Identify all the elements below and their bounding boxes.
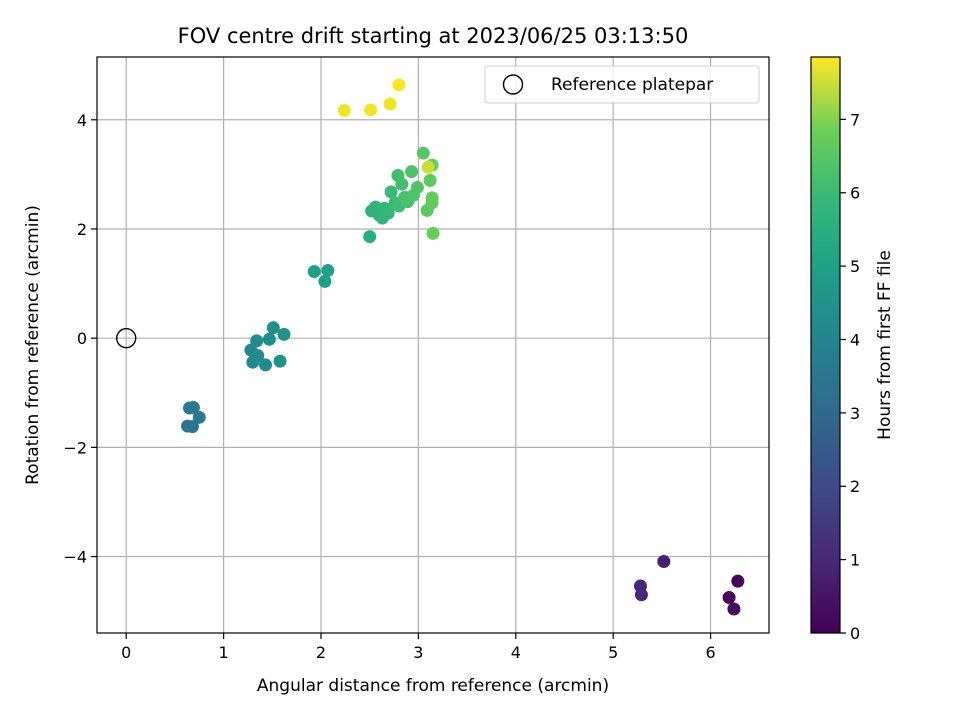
x-tick-label: 6 bbox=[705, 643, 715, 662]
colorbar-frame bbox=[810, 56, 841, 634]
data-point bbox=[384, 185, 398, 199]
data-point bbox=[634, 588, 648, 602]
data-point bbox=[381, 206, 395, 220]
data-point bbox=[277, 327, 291, 341]
data-point bbox=[250, 334, 264, 348]
data-point bbox=[318, 274, 332, 288]
colorbar-tick-label: 6 bbox=[850, 184, 860, 203]
x-tick-label: 2 bbox=[316, 643, 326, 662]
colorbar-ticks: 0 1 2 3 4 5 6 7 bbox=[840, 110, 860, 643]
data-point bbox=[266, 321, 280, 335]
legend-reference-label: Reference platepar bbox=[551, 75, 713, 95]
data-point bbox=[307, 265, 321, 279]
colorbar-tick-label: 7 bbox=[850, 110, 860, 129]
colorbar-tick-label: 5 bbox=[850, 257, 860, 276]
data-point bbox=[186, 401, 200, 415]
data-point bbox=[273, 354, 287, 368]
y-tick-label: −2 bbox=[63, 438, 87, 457]
legend: Reference platepar bbox=[484, 65, 760, 104]
data-point bbox=[363, 230, 377, 244]
x-axis-ticks: 0 1 2 3 4 5 6 bbox=[121, 633, 716, 662]
data-point bbox=[727, 602, 741, 616]
legend-box bbox=[484, 65, 760, 104]
colorbar-label: Hours from first FF file bbox=[875, 250, 895, 440]
y-tick-label: −4 bbox=[63, 548, 87, 567]
data-point bbox=[251, 349, 265, 363]
data-point bbox=[185, 420, 199, 434]
y-tick-label: 4 bbox=[77, 111, 87, 130]
y-axis-label: Rotation from reference (arcmin) bbox=[23, 205, 43, 485]
data-point bbox=[258, 358, 272, 372]
data-point bbox=[657, 554, 671, 568]
x-tick-label: 1 bbox=[219, 643, 229, 662]
data-point bbox=[410, 180, 424, 194]
colorbar-tick-label: 4 bbox=[850, 330, 860, 349]
data-point bbox=[423, 173, 437, 187]
y-tick-label: 2 bbox=[77, 220, 87, 239]
y-tick-label: 0 bbox=[77, 329, 87, 348]
grid bbox=[97, 57, 769, 633]
x-tick-label: 5 bbox=[608, 643, 618, 662]
colorbar-tick-label: 3 bbox=[850, 404, 860, 423]
colorbar-tick-label: 0 bbox=[850, 624, 860, 643]
colorbar: 0 1 2 3 4 5 6 7 Hours from first FF file bbox=[810, 56, 895, 643]
data-point bbox=[262, 332, 276, 346]
data-point bbox=[321, 263, 335, 277]
reference-marker bbox=[116, 327, 137, 349]
colorbar-tick-label: 1 bbox=[850, 551, 860, 570]
x-axis-label: Angular distance from reference (arcmin) bbox=[257, 676, 609, 696]
colorbar-gradient bbox=[811, 57, 840, 633]
data-point bbox=[395, 177, 409, 191]
chart-title: FOV centre drift starting at 2023/06/25 … bbox=[178, 24, 689, 48]
plot-frame bbox=[96, 56, 770, 634]
colorbar-tick-label: 2 bbox=[850, 477, 860, 496]
data-point bbox=[731, 574, 745, 588]
x-tick-label: 0 bbox=[121, 643, 131, 662]
legend-reference-icon bbox=[502, 74, 524, 95]
data-point bbox=[383, 97, 397, 111]
reference-point bbox=[116, 327, 137, 349]
data-point bbox=[364, 103, 378, 117]
data-point bbox=[192, 410, 206, 424]
x-tick-label: 4 bbox=[511, 643, 521, 662]
x-tick-label: 3 bbox=[413, 643, 423, 662]
data-points bbox=[181, 78, 745, 616]
data-point bbox=[405, 165, 419, 179]
data-point bbox=[426, 226, 440, 240]
data-point bbox=[722, 591, 736, 605]
data-point bbox=[337, 104, 351, 118]
y-axis-ticks: −4 −2 0 2 4 bbox=[63, 111, 97, 567]
data-point bbox=[425, 196, 439, 210]
data-point bbox=[416, 146, 430, 160]
data-point bbox=[392, 78, 406, 92]
data-point bbox=[421, 160, 435, 174]
